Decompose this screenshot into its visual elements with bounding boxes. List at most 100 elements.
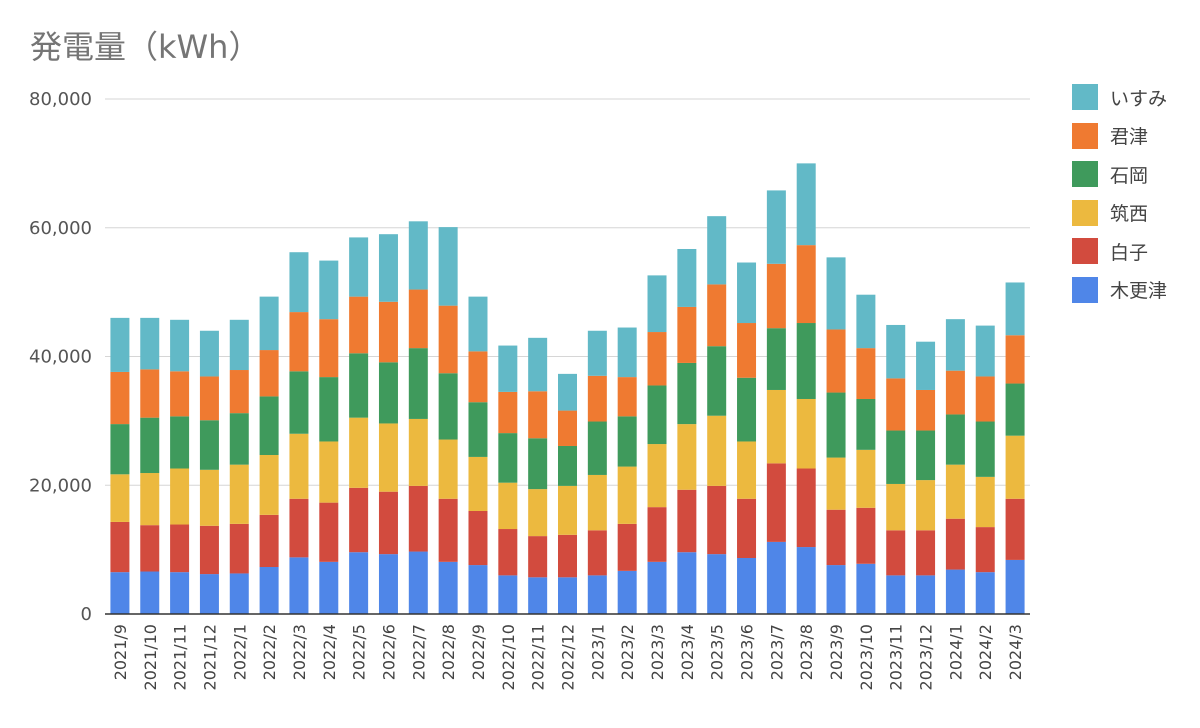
bar-segment xyxy=(766,541,786,614)
bar-segment xyxy=(647,561,667,614)
x-tick-label: 2022/12 xyxy=(559,624,578,690)
bar-segment xyxy=(319,377,339,442)
bar-segment xyxy=(856,507,876,564)
bar-segment xyxy=(289,498,309,558)
bar-segment xyxy=(707,554,727,614)
bar-segment xyxy=(796,398,816,469)
y-tick-label: 20,000 xyxy=(29,475,92,496)
bar-segment xyxy=(199,525,219,575)
bar-segment xyxy=(468,511,488,566)
y-tick-label: 40,000 xyxy=(29,347,92,368)
bar-segment xyxy=(587,530,607,576)
bar-segment xyxy=(438,439,458,499)
x-tick-label: 2021/11 xyxy=(171,624,190,690)
bar-segment xyxy=(587,575,607,614)
bar-segment xyxy=(975,325,995,377)
bar-segment xyxy=(528,489,548,537)
bar-segment xyxy=(916,389,936,431)
bar-segment xyxy=(796,468,816,548)
bar-segment xyxy=(856,449,876,508)
bar-segment xyxy=(140,317,160,370)
legend-label: 石岡 xyxy=(1110,164,1149,187)
bar-segment xyxy=(766,463,786,542)
bar-segment xyxy=(707,216,727,285)
legend-swatch xyxy=(1072,199,1098,226)
bar-segment xyxy=(737,262,757,324)
bar-segment xyxy=(1005,383,1025,436)
bar-segment xyxy=(916,430,936,481)
legend-item: 木更津 xyxy=(1072,276,1167,303)
bar-segment xyxy=(140,369,160,418)
bar-segment xyxy=(916,575,936,614)
bar-segment xyxy=(378,554,398,614)
bar-segment xyxy=(378,491,398,555)
bar-segment xyxy=(468,402,488,457)
bar-segment xyxy=(766,190,786,264)
bar-segment xyxy=(378,362,398,424)
x-tick-label: 2023/9 xyxy=(827,624,846,680)
bar-segment xyxy=(945,569,965,614)
bar-segment xyxy=(587,330,607,376)
bar-segment xyxy=(647,507,667,562)
y-tick-label: 80,000 xyxy=(29,89,92,110)
bar-segment xyxy=(378,423,398,492)
legend-swatch xyxy=(1072,276,1098,303)
bar-segment xyxy=(259,396,279,455)
bar-segment xyxy=(468,351,488,403)
x-tick-label: 2021/9 xyxy=(111,624,130,680)
bar-segment xyxy=(438,227,458,306)
legend-label: 筑西 xyxy=(1110,203,1149,226)
bar-segment xyxy=(975,572,995,614)
bar-segment xyxy=(498,529,518,576)
bar-segment xyxy=(170,468,190,525)
bar-segment xyxy=(199,469,219,526)
y-tick-label: 0 xyxy=(81,604,92,625)
bar-segment xyxy=(438,305,458,374)
bar-segment xyxy=(289,312,309,372)
bar-segment xyxy=(886,530,906,576)
y-axis-ticks: 0 20,000 40,000 60,000 80,000 xyxy=(29,89,92,625)
bar-segment xyxy=(796,323,816,399)
bar-segment xyxy=(647,275,667,333)
legend-label: 君津 xyxy=(1110,126,1149,149)
bar-segment xyxy=(468,296,488,352)
bar-segment xyxy=(289,252,309,313)
bar-segment xyxy=(796,163,816,246)
bar-segment xyxy=(170,319,190,372)
bar-segment xyxy=(378,234,398,302)
bar-segment xyxy=(408,418,428,486)
bar-segment xyxy=(707,346,727,416)
bar-segment xyxy=(856,294,876,349)
bar-segment xyxy=(349,417,369,488)
bar-segment xyxy=(319,260,339,320)
bar-segment xyxy=(558,577,577,614)
bar-segment xyxy=(916,530,936,576)
x-tick-label: 2022/3 xyxy=(290,624,309,680)
bar-segment xyxy=(1005,335,1025,384)
x-tick-label: 2024/3 xyxy=(1006,624,1025,680)
x-tick-label: 2023/2 xyxy=(618,624,637,680)
bar-segment xyxy=(1005,282,1025,336)
x-tick-label: 2022/4 xyxy=(320,624,339,680)
bar-segment xyxy=(886,378,906,431)
x-tick-label: 2023/5 xyxy=(708,624,727,680)
legend-item: 筑西 xyxy=(1072,199,1167,226)
bar-segment xyxy=(110,424,130,475)
bar-segment xyxy=(259,567,279,614)
legend-swatch xyxy=(1072,122,1098,149)
bar-segment xyxy=(945,518,965,570)
bar-segment xyxy=(647,444,667,508)
bar-segment xyxy=(1005,498,1025,560)
bar-segment xyxy=(438,498,458,562)
bar-segment xyxy=(617,523,637,571)
bar-segment xyxy=(498,482,518,530)
bar-segment xyxy=(886,483,906,531)
x-tick-label: 2024/1 xyxy=(946,624,965,680)
bar-segment xyxy=(677,552,697,614)
bar-segment xyxy=(558,410,577,446)
bar-segment xyxy=(229,464,249,524)
bar-segment xyxy=(945,414,965,465)
bar-segment xyxy=(707,415,727,486)
x-tick-label: 2022/7 xyxy=(409,624,428,680)
bar-segment xyxy=(766,389,786,464)
